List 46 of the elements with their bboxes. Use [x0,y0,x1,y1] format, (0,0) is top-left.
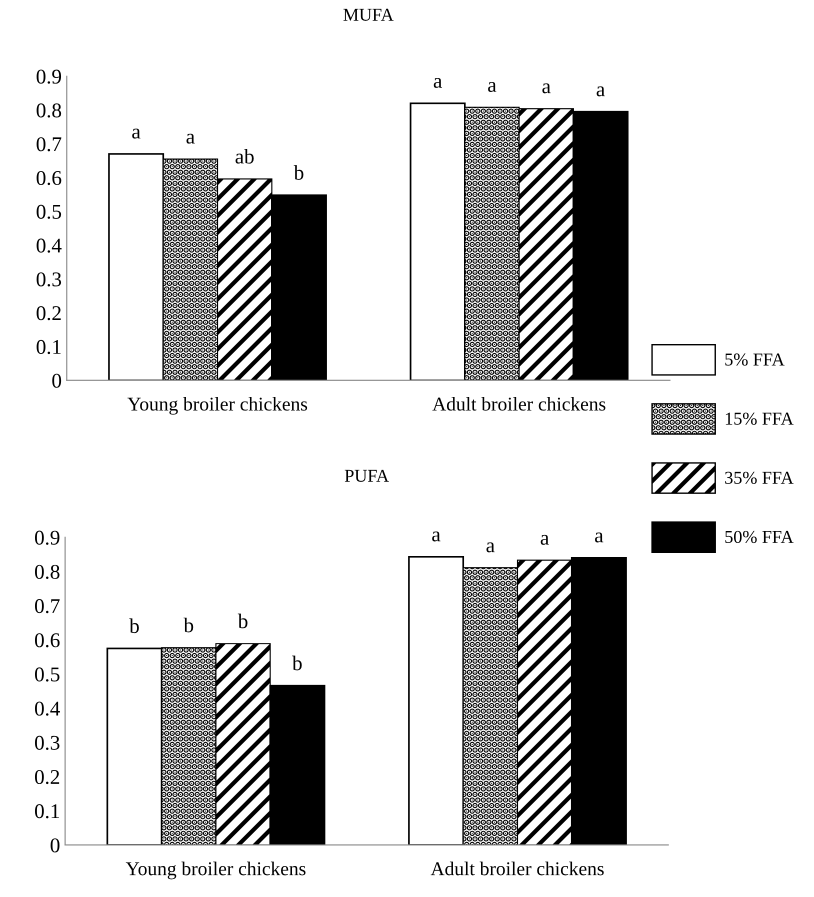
y-tick-label: 0.6 [36,170,62,186]
annotation: a [596,86,605,96]
annotation: ab [236,148,254,164]
y-tick-label: 0.1 [36,340,61,354]
chart-title: MUFA [343,8,394,21]
y-tick-label: 0.2 [35,770,60,784]
legend-label: 15% FFA [726,412,794,425]
y-tick-label: 0.9 [36,70,62,84]
annotation: a [132,128,140,139]
annotation: a [595,532,604,542]
legend-label: 50% FFA [725,530,794,544]
y-tick-label: 0 [50,838,60,852]
annotation: b [292,656,302,670]
y-tick-label: 0.7 [36,137,62,152]
y-tick-label: 0.3 [36,272,62,286]
y-tick-label: 0.1 [35,804,60,818]
x-tick-label: Adult broiler chickens [430,862,604,876]
annotation: b [294,165,304,180]
y-tick-label: 0.2 [36,306,61,320]
x-tick-label: Adult broiler chickens [432,396,606,411]
annotation: a [488,82,496,92]
y-tick-label: 0 [52,374,62,388]
annotation: a [542,83,551,94]
annotation: a [486,542,495,552]
annotation: a [186,134,195,144]
x-tick-label: Young broiler chickens [126,862,306,880]
y-tick-label: 0.7 [35,599,60,614]
annotation: a [434,78,442,88]
y-tick-label: 0.8 [35,564,60,580]
y-tick-label: 0.5 [36,204,62,219]
legend-label: 5% FFA [725,353,785,366]
annotation: a [432,531,440,542]
annotation: b [129,618,139,634]
y-tick-label: 0.5 [35,667,60,682]
y-tick-label: 0.3 [35,736,60,750]
annotation: b [184,618,194,632]
y-tick-label: 0.8 [36,103,62,118]
y-tick-label: 0.9 [35,530,60,545]
annotation: a [540,534,549,545]
y-tick-label: 0.6 [35,633,60,648]
chart-title: PUFA [344,470,389,482]
x-tick-label: Young broiler chickens [127,396,308,415]
y-tick-label: 0.4 [36,238,62,253]
annotation: b [238,614,248,628]
y-tick-label: 0.4 [35,702,60,716]
legend-label: 35% FFA [725,472,794,484]
